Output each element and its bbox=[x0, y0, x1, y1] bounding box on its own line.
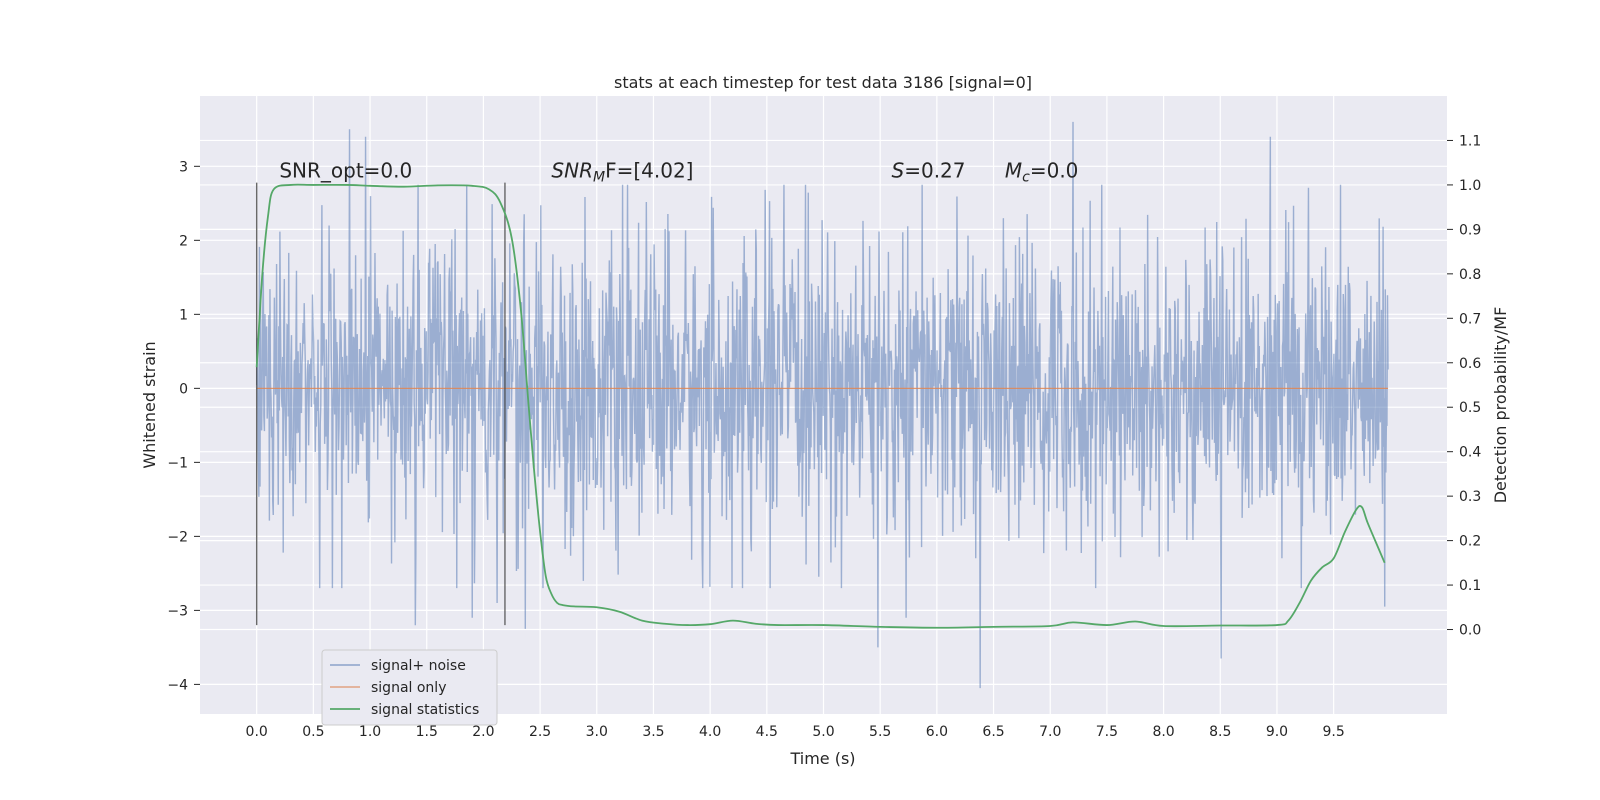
x-tick-label: 1.0 bbox=[359, 724, 381, 740]
x-tick-label: 7.0 bbox=[1039, 724, 1061, 740]
x-tick-label: 8.5 bbox=[1209, 724, 1231, 740]
signal-statistics-line bbox=[255, 183, 1386, 629]
x-ticks: 0.0 0.5 1.0 1.5 2.0 2.5 3.0 3.5 4.0 4.5 5.0 5.5 6.0 6… bbox=[246, 724, 1345, 740]
annotation-text: SNRMF=[4.02] bbox=[551, 158, 693, 185]
x-axis-label: Time (s) bbox=[789, 749, 855, 768]
x-tick-label: 4.0 bbox=[699, 724, 721, 740]
x-tick-label: 2.5 bbox=[529, 724, 551, 740]
legend-box bbox=[321, 649, 498, 726]
x-tick-label: 2.0 bbox=[472, 724, 494, 740]
y2-tick-label: 0.5 bbox=[1459, 400, 1481, 416]
legend-label-signal-statistics: signal statistics bbox=[371, 702, 479, 718]
x-tick-label: 0.0 bbox=[246, 724, 268, 740]
legend: signal+ noise signal only signal statist… bbox=[321, 649, 498, 726]
y-tick-label: 1 bbox=[179, 307, 188, 323]
y2-ticks: 1.1 1.0 0.9 0.8 0.7 0.6 0.5 0.4 0.3 0.2 0.1 0.0 bbox=[1447, 133, 1481, 639]
y-tick-label: −3 bbox=[167, 603, 188, 619]
x-tick-label: 0.5 bbox=[302, 724, 324, 740]
y2-tick-label: 0.8 bbox=[1459, 267, 1481, 283]
x-tick-label: 4.5 bbox=[756, 724, 778, 740]
y2-tick-label: 1.0 bbox=[1459, 178, 1481, 194]
y-tick-label: 2 bbox=[179, 233, 188, 249]
x-tick-label: 8.0 bbox=[1152, 724, 1174, 740]
x-tick-label: 3.0 bbox=[586, 724, 608, 740]
y-tick-label: −1 bbox=[167, 455, 188, 471]
y2-tick-label: 0.7 bbox=[1459, 311, 1481, 327]
y2-tick-label: 0.6 bbox=[1459, 356, 1481, 372]
y-axis-label: Whitened strain bbox=[140, 341, 159, 468]
annotation-text: Mc=0.0 bbox=[1005, 158, 1079, 185]
y-ticks: 3 2 1 0 −1 −2 −3 −4 bbox=[167, 159, 200, 693]
x-tick-label: 5.5 bbox=[869, 724, 891, 740]
y2-tick-label: 0.9 bbox=[1459, 222, 1481, 238]
x-tick-label: 6.0 bbox=[926, 724, 948, 740]
legend-label-signal-only: signal only bbox=[371, 680, 446, 696]
y2-tick-label: 0.3 bbox=[1459, 489, 1481, 505]
annotation-text: S=0.27 bbox=[892, 158, 966, 182]
annotation-text: SNR_opt=0.0 bbox=[279, 158, 412, 182]
y2-tick-label: 1.1 bbox=[1459, 133, 1481, 149]
y2-tick-label: 0.1 bbox=[1459, 578, 1481, 594]
signal-noise-series bbox=[255, 121, 1389, 689]
x-tick-label: 9.5 bbox=[1323, 724, 1345, 740]
y-tick-label: −4 bbox=[167, 677, 188, 693]
x-tick-label: 6.5 bbox=[982, 724, 1004, 740]
y2-tick-label: 0.2 bbox=[1459, 534, 1481, 550]
x-tick-label: 3.5 bbox=[642, 724, 664, 740]
x-tick-label: 7.5 bbox=[1096, 724, 1118, 740]
y2-axis-label: Detection probability/MF bbox=[1491, 307, 1510, 504]
annotations: SNR_opt=0.0 SNRMF=[4.02] S=0.27 Mc=0.0 bbox=[279, 158, 1078, 185]
signal-statistics-series bbox=[255, 183, 1386, 629]
signal-noise-line bbox=[255, 121, 1389, 689]
vertical-markers bbox=[255, 182, 506, 626]
y2-tick-label: 0.4 bbox=[1459, 445, 1481, 461]
y-tick-label: −2 bbox=[167, 529, 188, 545]
legend-label-signal-noise: signal+ noise bbox=[371, 658, 466, 674]
x-tick-label: 5.0 bbox=[812, 724, 834, 740]
x-tick-label: 9.0 bbox=[1266, 724, 1288, 740]
y2-tick-label: 0.0 bbox=[1459, 623, 1481, 639]
y-tick-label: 3 bbox=[179, 159, 188, 175]
chart-title: stats at each timestep for test data 318… bbox=[614, 73, 1032, 92]
y-tick-label: 0 bbox=[179, 381, 188, 397]
x-tick-label: 1.5 bbox=[416, 724, 438, 740]
